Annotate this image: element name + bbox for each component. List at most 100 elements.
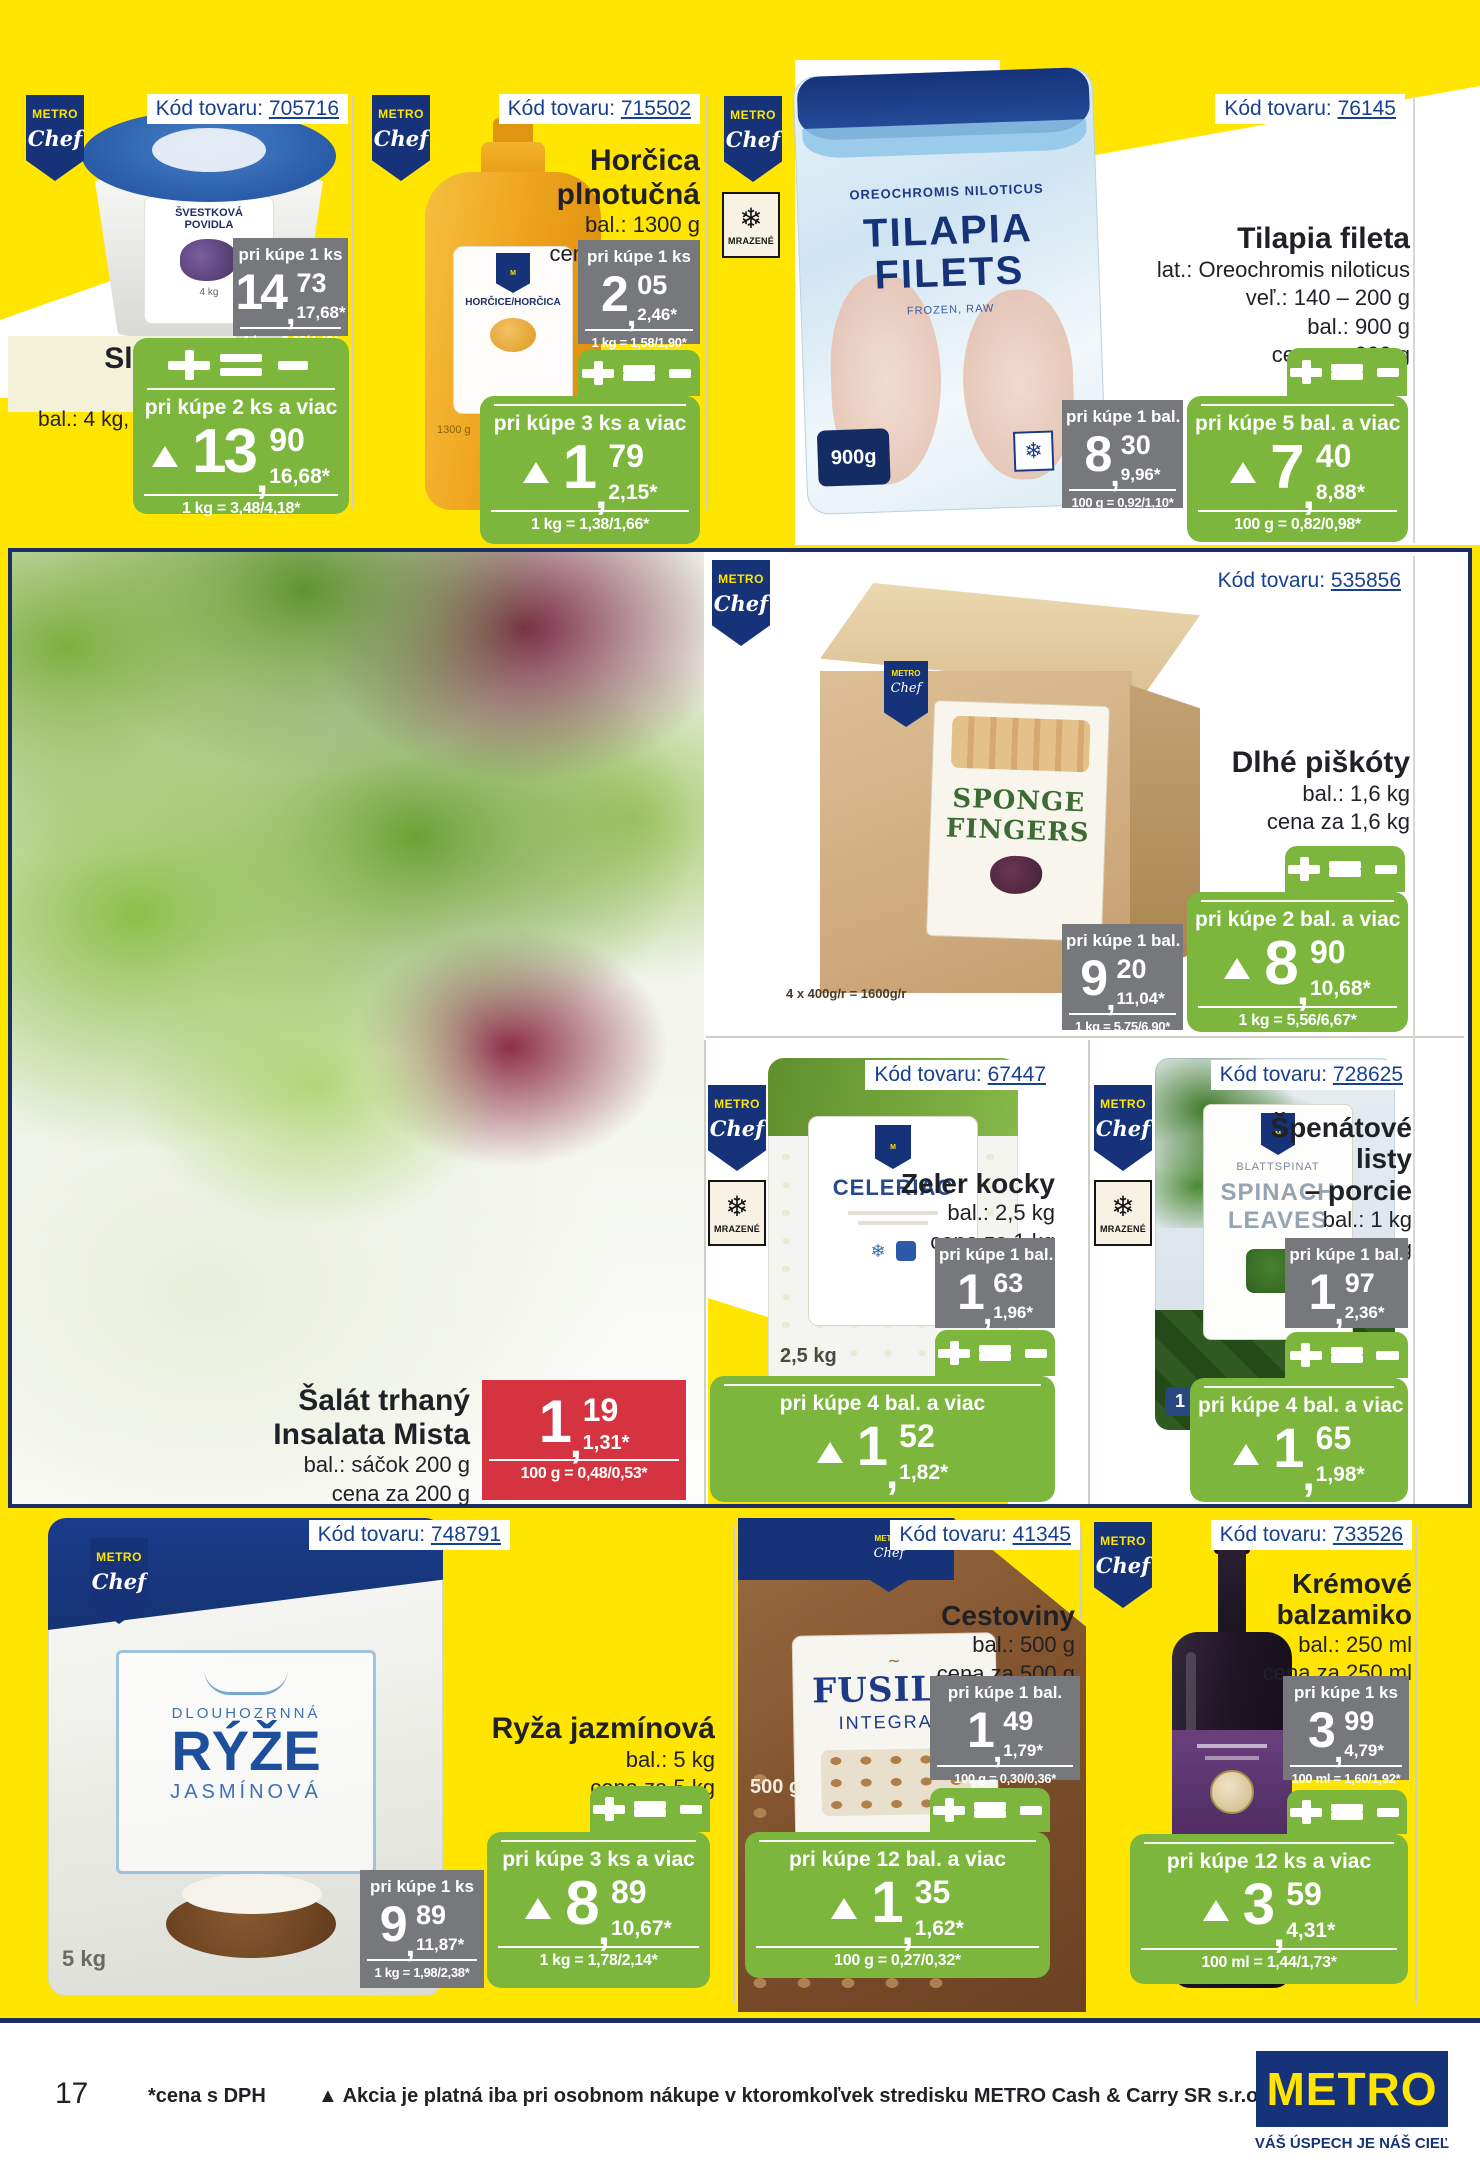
product-code-bar: Kód tovaru: 535856	[1208, 566, 1410, 596]
metro-logo-text: METRO	[96, 1550, 142, 1564]
price-unit: 100 ml = 1,60/1,92*	[1290, 1765, 1402, 1786]
metro-chef-badge: METRO Chef	[372, 95, 430, 181]
chef-logo-text: Chef	[1095, 1116, 1151, 1141]
product-code-link[interactable]: 748791	[430, 1523, 501, 1546]
price-comma	[1106, 985, 1115, 1014]
promo-amount: 1 65 1,98*	[1198, 1420, 1400, 1485]
snowflake-icon: ❄	[1012, 430, 1055, 472]
price-alt: 10,67*	[610, 1917, 672, 1941]
price-alt: 1,79*	[1003, 1740, 1043, 1760]
promo-condition: pri kúpe 12 ks a viac	[1166, 1850, 1372, 1873]
product-detail: bal.: 250 ml	[1298, 1631, 1412, 1657]
promo-price-box: pri kúpe 3 ks a viac 88910,67* 1 kg = 1,…	[487, 1832, 710, 1988]
base-price-box: pri kúpe 1 bal. 1 49 1,79* 100 g = 0,30/0,…	[930, 1676, 1080, 1786]
label-emblem	[1210, 1770, 1254, 1814]
price-unit: 100 g = 0,30/0,36*	[937, 1765, 1073, 1786]
chef-logo-text: Chef	[725, 127, 781, 152]
price-unit: 100 g = 0,92/1,10*	[1069, 489, 1176, 510]
promo-amount: 8 89 10,67*	[495, 1873, 702, 1941]
promo-amount: 3 59 4,31*	[1138, 1875, 1400, 1941]
plus-icon	[593, 1797, 625, 1821]
equals-icon	[634, 1797, 666, 1821]
price-unit: 100 g = 0,82/0,98*	[1198, 510, 1397, 534]
boat-illustration	[204, 1669, 288, 1695]
promo-plus-equals-minus	[1285, 1332, 1408, 1378]
price-int: 9	[379, 1896, 408, 1952]
price-alt: 17,68*	[296, 302, 346, 322]
package-title-line: LEAVES	[1227, 1207, 1329, 1234]
product-code-link[interactable]: 733526	[1332, 1523, 1403, 1546]
triangle-icon	[152, 445, 179, 467]
product-detail: bal.: 5 kg	[625, 1746, 715, 1772]
frozen-label: MRAZENÉ	[1100, 1223, 1146, 1234]
promo-price-box: pri kúpe 3 ks a viac 1 79 2,15* 1 kg = 1,3…	[480, 396, 700, 544]
product-code-link[interactable]: 705716	[268, 97, 339, 120]
metro-chef-badge: METRO Chef	[90, 1538, 148, 1624]
equals-icon	[1330, 1343, 1363, 1367]
divider	[1201, 404, 1394, 406]
promo-plus-equals-minus	[1285, 846, 1405, 892]
price-comma	[406, 1931, 415, 1960]
plus-icon	[582, 361, 614, 385]
product-name: plnotučná	[556, 177, 700, 211]
product-code-bar: Kód tovaru: 67447	[865, 1060, 1055, 1090]
chef-logo-text: Chef	[27, 126, 83, 151]
price-amount: 2 05 2,46*	[582, 269, 696, 323]
bottle-label: M HORČICE/HORČICA	[453, 246, 573, 414]
product-name-block: Dlhé piškóty bal.: 1,6 kg cena za 1,6 kg	[1232, 746, 1410, 837]
price-amount: 9 20 11,04*	[1066, 953, 1179, 1007]
price-alt: 1,62*	[914, 1917, 964, 1941]
frozen-badge: ❄ MRAZENÉ	[722, 192, 780, 258]
minus-icon	[1372, 360, 1404, 384]
code-prefix: Kód tovaru:	[1217, 569, 1326, 592]
promo-condition: pri kúpe 3 ks a viac	[493, 412, 687, 435]
product-detail: bal.: 1,6 kg	[1302, 780, 1410, 806]
bag-label: M BLATTSPINAT SPINACH LEAVES	[1203, 1104, 1353, 1340]
bag-label: DLOUHOZRNNÁ RÝŽE JASMÍNOVÁ	[116, 1650, 376, 1874]
price-comma	[598, 1911, 610, 1948]
product-name: Zeler kocky	[900, 1168, 1055, 1199]
code-prefix: Kód tovaru:	[874, 1063, 982, 1086]
product-name-block: Krémové balzamiko bal.: 250 ml cena za 2…	[1263, 1568, 1412, 1688]
package-note: 4 x 400g/r = 1600g/r	[786, 986, 907, 1001]
promo-condition: pri kúpe 5 bal. a viac	[1195, 412, 1401, 435]
product-code-link[interactable]: 728625	[1332, 1063, 1403, 1086]
price-int: 1	[957, 1264, 985, 1320]
equals-icon	[623, 361, 655, 385]
package-title: TILAPIA FILETS	[797, 205, 1100, 299]
price-dec: 79	[608, 438, 644, 474]
price-dec: 20	[1116, 954, 1147, 984]
price-int: 13	[192, 417, 258, 486]
package-title-line: SPINACH	[1220, 1179, 1336, 1206]
promo-condition: pri kúpe 4 bal. a viac	[779, 1392, 986, 1415]
product-name: listy	[1355, 1143, 1412, 1175]
package-title: RÝŽE	[171, 1719, 321, 1782]
product-image-slivkovy-lekvar: ŠVESTKOVÁ POVIDLA 4 kg	[82, 88, 338, 346]
product-detail: bal.: 2,5 kg	[947, 1200, 1055, 1226]
minus-icon	[1370, 857, 1402, 881]
plus-icon	[1288, 857, 1320, 881]
code-prefix: Kód tovaru:	[317, 1523, 426, 1546]
product-code-link[interactable]: 535856	[1330, 569, 1401, 592]
divider	[759, 1840, 1036, 1842]
product-name: Cestoviny	[941, 1600, 1075, 1631]
product-code-link[interactable]: 76145	[1337, 97, 1396, 120]
column-divider	[1415, 1525, 1417, 2003]
column-divider	[1413, 556, 1415, 1504]
product-code-link[interactable]: 715502	[620, 97, 691, 120]
product-code-link[interactable]: 67447	[987, 1063, 1046, 1086]
price-condition: pri kúpe 1 bal.	[947, 1683, 1063, 1702]
code-prefix: Kód tovaru:	[1219, 1063, 1328, 1086]
column-divider	[352, 95, 354, 510]
triangle-icon	[816, 1441, 843, 1463]
promo-condition: pri kúpe 2 ks a viac	[144, 396, 338, 419]
page-footer: 17 *cena s DPH ▲ Akcia je platná iba pri…	[0, 2018, 1480, 2160]
plus-icon	[168, 350, 210, 380]
metro-logo-text: METRO	[714, 1097, 760, 1111]
minus-icon	[1015, 1798, 1047, 1822]
promo-price-box: pri kúpe 4 bal. a viac 1 65 1,98*	[1190, 1378, 1408, 1502]
price-dec: 35	[914, 1874, 951, 1910]
price-amount: 1 19 1,31*	[486, 1392, 682, 1454]
product-code-link[interactable]: 41345	[1012, 1523, 1071, 1546]
metro-chef-badge-mini: M	[496, 253, 530, 293]
